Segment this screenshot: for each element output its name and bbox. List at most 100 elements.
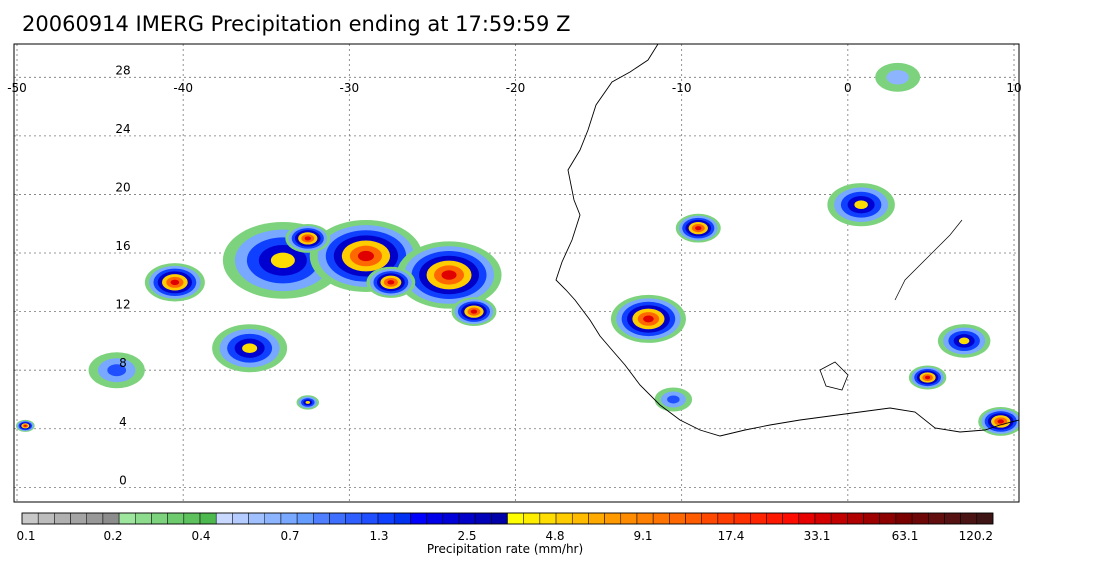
colorbar-swatch — [507, 512, 524, 525]
page-title: 20060914 IMERG Precipitation ending at 1… — [22, 12, 571, 36]
lat-tick-label: 24 — [115, 122, 130, 136]
colorbar-swatch — [976, 512, 994, 525]
colorbar-swatch — [458, 512, 476, 525]
colorbar-tick-label: 4.8 — [545, 529, 564, 543]
precip-cell — [144, 263, 205, 302]
colorbar-swatch — [167, 512, 185, 525]
colorbar-label: Precipitation rate (mm/hr) — [426, 542, 584, 556]
colorbar-swatch — [685, 512, 702, 525]
colorbar-swatch — [361, 512, 379, 525]
precip-cell — [296, 395, 320, 410]
precip-contour — [387, 280, 395, 285]
colorbar-swatch — [474, 512, 492, 525]
lat-tick-label: 28 — [115, 63, 130, 77]
colorbar-swatch — [345, 512, 363, 525]
latitude-labels: 28 24 20 16 12 8 4 0 — [115, 63, 130, 487]
coastline — [555, 44, 1019, 437]
colorbar-swatch — [329, 512, 346, 525]
colorbar-swatch — [555, 512, 573, 525]
precip-cell — [827, 183, 895, 227]
colorbar-swatch — [588, 512, 605, 525]
precip-cell — [937, 324, 991, 358]
precip-contour — [695, 226, 702, 231]
precip-cell — [285, 223, 331, 253]
colorbar-swatch — [944, 512, 961, 525]
precip-contour — [357, 250, 374, 262]
precip-cell — [88, 352, 145, 389]
colorbar-swatch — [118, 512, 136, 525]
colorbar-swatch — [199, 512, 217, 525]
precip-contour — [854, 200, 868, 210]
lat-tick-label: 8 — [119, 356, 127, 370]
colorbar-swatch — [426, 512, 444, 525]
colorbar-swatch — [410, 512, 427, 525]
lat-tick-label: 16 — [115, 239, 130, 253]
precip-cell — [675, 213, 721, 243]
precip-contour — [107, 364, 127, 377]
precip-contour — [270, 252, 295, 269]
colorbar-swatch — [70, 512, 87, 525]
colorbar-swatch — [928, 512, 945, 525]
precip-contour — [305, 400, 311, 404]
colorbar-swatch — [393, 512, 411, 525]
precip-contour — [667, 395, 680, 404]
colorbar-swatch — [830, 512, 848, 525]
precip-cell — [396, 241, 502, 309]
precip-contour — [441, 270, 457, 280]
longitude-labels: -50 -40 -30 -20 -10 0 10 — [7, 81, 1021, 95]
precip-cell — [978, 407, 1019, 436]
colorbar-tick-label: 2.5 — [457, 529, 476, 543]
colorbar-swatch — [733, 512, 751, 525]
lon-tick-label: -20 — [506, 81, 526, 95]
colorbar-swatch — [863, 512, 880, 525]
colorbar-swatch — [86, 512, 104, 525]
colorbar-frame — [21, 512, 994, 525]
river-outline — [894, 219, 963, 301]
lat-tick-label: 4 — [119, 415, 127, 429]
colorbar-swatch — [604, 512, 622, 525]
lon-tick-label: -50 — [7, 81, 27, 95]
lake-outline — [819, 361, 849, 391]
colorbar — [21, 512, 994, 525]
precip-cell — [610, 294, 686, 343]
colorbar-swatch — [183, 512, 201, 525]
colorbar-swatch — [620, 512, 638, 525]
colorbar-tick-labels: 0.1 0.2 0.4 0.7 1.3 2.5 4.8 9.1 17.4 33.1 63.1 120.… — [16, 529, 993, 543]
colorbar-swatch — [215, 512, 233, 525]
colorbar-swatch — [960, 512, 978, 525]
colorbar-swatch — [750, 512, 767, 525]
precip-contour — [886, 70, 909, 85]
colorbar-tick-label: 0.4 — [191, 529, 210, 543]
precip-cell — [654, 387, 693, 412]
precip-cell — [366, 266, 416, 298]
precip-contour — [242, 343, 258, 354]
precip-contour — [924, 375, 931, 380]
colorbar-tick-label: 63.1 — [892, 529, 919, 543]
precipitation-field — [15, 62, 1019, 436]
colorbar-swatch — [296, 512, 314, 525]
colorbar-swatch — [21, 512, 39, 525]
colorbar-swatch — [669, 512, 686, 525]
colorbar-swatch — [264, 512, 282, 525]
colorbar-swatch — [102, 512, 120, 525]
colorbar-swatch — [313, 512, 330, 525]
precip-contour — [997, 419, 1004, 424]
colorbar-tick-label: 33.1 — [804, 529, 831, 543]
colorbar-swatch — [232, 512, 249, 525]
colorbar-tick-label: 0.2 — [103, 529, 122, 543]
colorbar-swatch — [911, 512, 929, 525]
colorbar-swatch — [37, 512, 55, 525]
colorbar-swatch — [717, 512, 735, 525]
colorbar-swatch — [377, 512, 395, 525]
lon-tick-label: -30 — [340, 81, 360, 95]
lon-tick-label: -40 — [173, 81, 193, 95]
colorbar-swatch — [571, 512, 589, 525]
colorbar-swatch — [54, 512, 71, 525]
lat-tick-label: 20 — [115, 180, 130, 194]
colorbar-swatch — [814, 512, 832, 525]
colorbar-swatch — [766, 512, 783, 525]
colorbar-swatch — [895, 512, 913, 525]
lon-tick-label: 10 — [1006, 81, 1021, 95]
colorbar-swatch — [847, 512, 864, 525]
